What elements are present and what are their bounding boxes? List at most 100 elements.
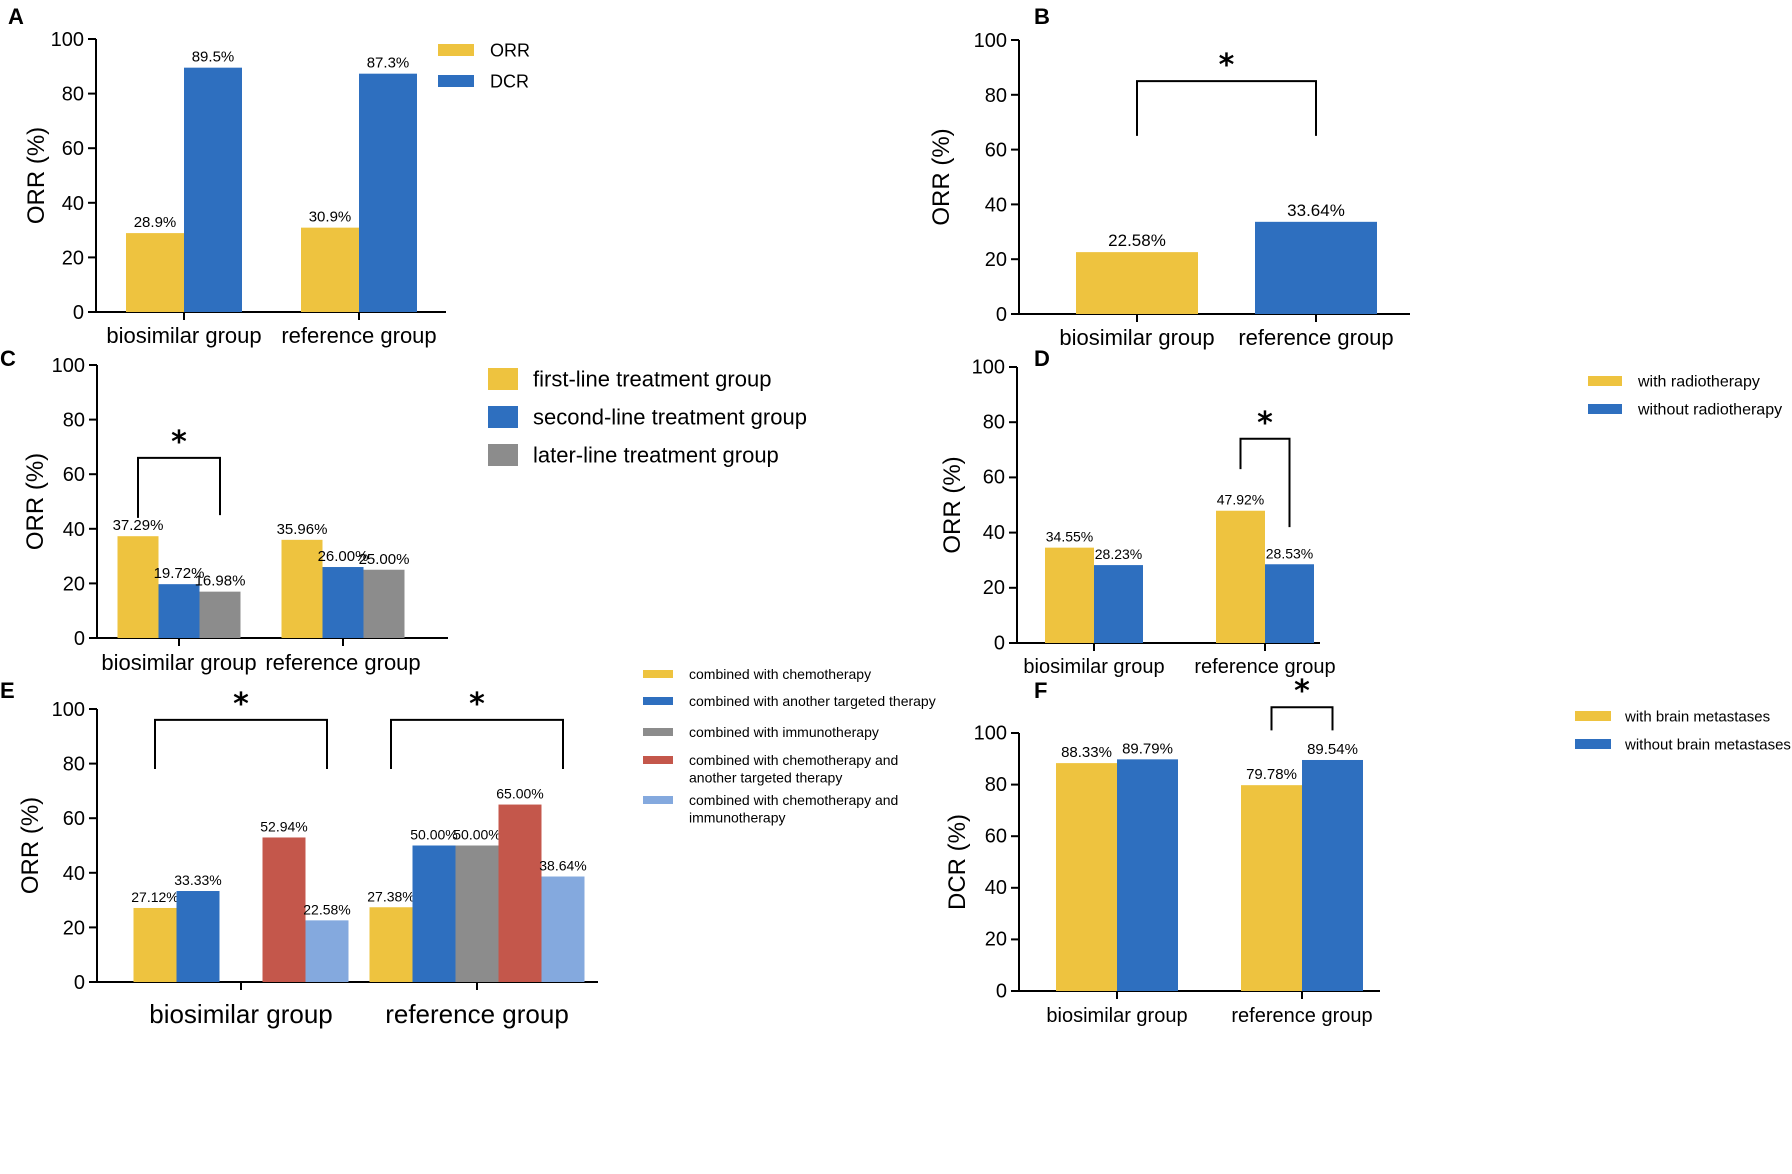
legend: with radiotherapy without radiotherapy — [1588, 374, 1782, 419]
y-tick-label: 0 — [74, 628, 85, 650]
y-axis-label: ORR (%) — [17, 797, 44, 894]
bar-c-c1-s0 — [281, 539, 323, 638]
legend-swatch — [643, 728, 673, 736]
legend-label: DCR — [490, 71, 529, 91]
value-label: 33.33% — [174, 872, 221, 888]
legend-label: combined with chemotherapy and another ta… — [689, 752, 898, 786]
significance-bracket — [1136, 80, 1317, 136]
significance-bracket — [154, 718, 328, 770]
category-label: biosimilar group — [101, 650, 256, 675]
legend-swatch — [643, 756, 673, 764]
bar-c-c1-s1 — [322, 567, 364, 638]
category-label: biosimilar group — [1046, 1005, 1187, 1027]
category-label: biosimilar group — [106, 323, 261, 348]
value-label: 89.5% — [192, 49, 235, 66]
legend-label: with brain metastases — [1624, 708, 1770, 725]
legend-swatch — [438, 44, 474, 56]
value-label: 65.00% — [496, 786, 543, 802]
legend-swatch — [643, 697, 673, 705]
panel-letter: A — [8, 4, 24, 29]
significance-star: * — [233, 687, 249, 722]
y-tick-label: 60 — [983, 467, 1005, 489]
y-tick-label: 20 — [63, 573, 85, 595]
y-tick-label: 100 — [52, 699, 85, 721]
y-tick-label: 100 — [51, 29, 84, 51]
y-tick-label: 80 — [985, 85, 1007, 107]
panel-b: B 0 20 40 60 80 100 ORR (%) biosimilar group refe… — [928, 4, 1410, 350]
bar-c-c0-s1 — [158, 584, 200, 638]
legend-swatch — [1575, 739, 1611, 749]
value-label: 88.33% — [1061, 744, 1112, 761]
y-tick-label: 40 — [983, 522, 1005, 544]
value-label: 28.53% — [1266, 545, 1313, 561]
y-axis-label: DCR (%) — [944, 814, 971, 910]
bar-a-c1-s1 — [359, 73, 417, 313]
significance-star: * — [469, 687, 485, 722]
bar-d-c0-s1 — [1094, 565, 1143, 643]
legend-swatch — [1588, 376, 1622, 386]
value-label: 79.78% — [1246, 766, 1297, 783]
y-tick-label: 0 — [996, 304, 1007, 326]
y-tick-label: 80 — [62, 84, 84, 106]
legend-label: combined with chemotherapy — [689, 666, 871, 682]
bar-c-c1-s2 — [363, 569, 405, 638]
significance-bracket — [1270, 706, 1334, 731]
significance-star: * — [1294, 674, 1310, 709]
panel-e: E 0 20 40 60 80 100 ORR (%) biosimilar group refe… — [0, 666, 936, 1029]
legend-label: without radiotherapy — [1637, 402, 1782, 419]
value-label: 27.38% — [367, 888, 414, 904]
value-label: 33.64% — [1287, 201, 1345, 220]
y-tick-label: 80 — [63, 410, 85, 432]
legend-label: with radiotherapy — [1637, 374, 1760, 391]
bar-f-c1-s1 — [1302, 759, 1363, 991]
value-label: 22.58% — [1108, 231, 1166, 250]
value-label: 37.29% — [113, 517, 164, 534]
bar-f-c1-s0 — [1241, 785, 1302, 991]
bar-a-c0-s1 — [184, 67, 242, 312]
y-tick-label: 40 — [63, 519, 85, 541]
y-tick-label: 80 — [63, 754, 85, 776]
category-label: biosimilar group — [1023, 656, 1164, 678]
significance-bracket — [137, 456, 221, 518]
legend-swatch — [488, 368, 518, 390]
y-tick-label: 60 — [985, 140, 1007, 162]
legend: first-line treatment group second-line tr… — [488, 367, 807, 468]
bar-e-c1-s2 — [455, 845, 499, 982]
value-label: 89.54% — [1307, 741, 1358, 758]
panel-letter: C — [0, 346, 16, 371]
bar-f-c0-s0 — [1056, 763, 1117, 991]
bar-c-c0-s0 — [117, 536, 159, 638]
y-tick-label: 60 — [985, 826, 1007, 848]
y-axis-label: ORR (%) — [23, 127, 50, 224]
value-label: 47.92% — [1217, 492, 1264, 508]
y-tick-label: 40 — [985, 877, 1007, 899]
bar-e-c0-s0 — [133, 907, 177, 982]
bar-d-c1-s1 — [1265, 564, 1314, 643]
panel-d: D 0 20 40 60 80 100 ORR (%) biosimilar group refe… — [939, 346, 1782, 678]
bar-b-c0-s0 — [1076, 252, 1198, 314]
legend: ORR DCR — [438, 40, 530, 91]
category-label: biosimilar group — [149, 999, 333, 1029]
legend: combined with chemotherapy combined with … — [643, 666, 936, 825]
bar-a-c0-s0 — [126, 233, 184, 312]
y-tick-label: 20 — [985, 929, 1007, 951]
value-label: 27.12% — [131, 889, 178, 905]
legend-swatch — [438, 75, 474, 87]
legend-swatch — [643, 670, 673, 678]
bar-d-c0-s0 — [1045, 547, 1094, 643]
bar-e-c1-s1 — [412, 845, 456, 982]
bar-e-c0-s1 — [176, 891, 220, 982]
y-tick-label: 100 — [974, 30, 1007, 52]
y-tick-label: 0 — [994, 632, 1005, 654]
y-tick-label: 80 — [985, 774, 1007, 796]
value-label: 19.72% — [154, 565, 205, 582]
bar-b-c1-s1 — [1255, 221, 1377, 314]
y-tick-label: 100 — [52, 355, 85, 377]
legend-label: without brain metastases — [1624, 736, 1791, 753]
panel-c: C 0 20 40 60 80 100 ORR (%) biosimilar group refe… — [0, 346, 807, 675]
value-label: 89.79% — [1122, 740, 1173, 757]
bar-e-c0-s3 — [262, 837, 306, 982]
value-label: 87.3% — [367, 55, 410, 72]
value-label: 38.64% — [539, 858, 586, 874]
bar-d-c1-s0 — [1216, 510, 1265, 643]
